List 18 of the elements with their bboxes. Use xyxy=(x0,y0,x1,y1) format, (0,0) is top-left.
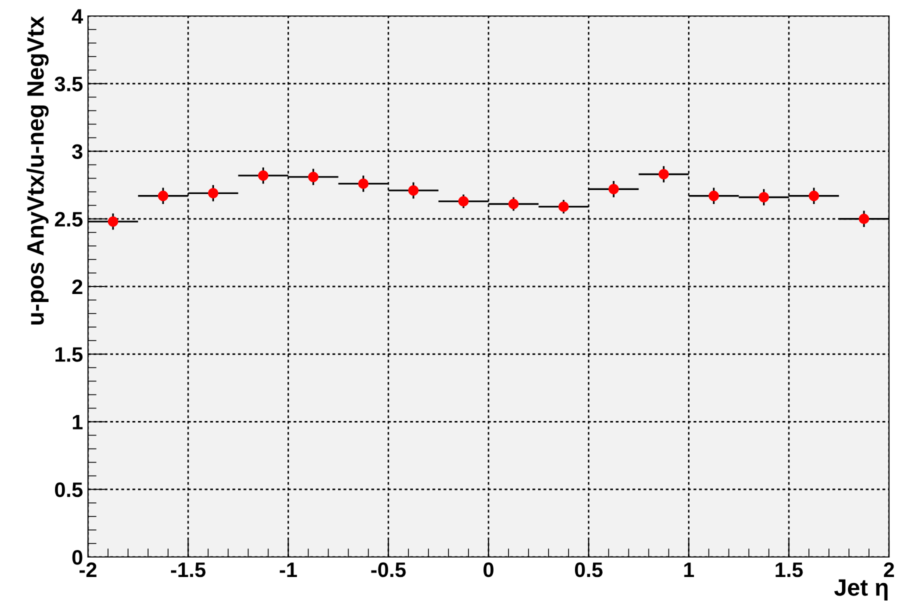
y-tick-label: 2.5 xyxy=(54,212,83,227)
y-tick-label: 1.5 xyxy=(55,347,83,362)
x-tick-label: 1.5 xyxy=(776,562,803,578)
x-axis-title: Jet η xyxy=(834,579,888,601)
y-tick-label: 3 xyxy=(72,144,82,160)
y-axis-title: u-pos AnyVtx/u-neg NegVtx xyxy=(26,16,49,325)
y-tick-label: 1 xyxy=(72,414,83,430)
x-tick-label: 0.5 xyxy=(574,562,603,578)
y-tick-label: 0.5 xyxy=(55,482,83,498)
x-tick-label: -0.5 xyxy=(371,562,406,578)
x-tick-label: 0 xyxy=(484,562,494,578)
y-tick-label: 4 xyxy=(72,9,84,24)
x-tick-label: 2 xyxy=(884,562,894,577)
y-tick-label: 2 xyxy=(72,280,82,294)
x-tick-label: -1.5 xyxy=(170,562,206,578)
x-tick-label: 1 xyxy=(684,562,694,577)
y-tick-label: 3.5 xyxy=(54,76,83,92)
x-tick-label: -1 xyxy=(280,562,297,577)
